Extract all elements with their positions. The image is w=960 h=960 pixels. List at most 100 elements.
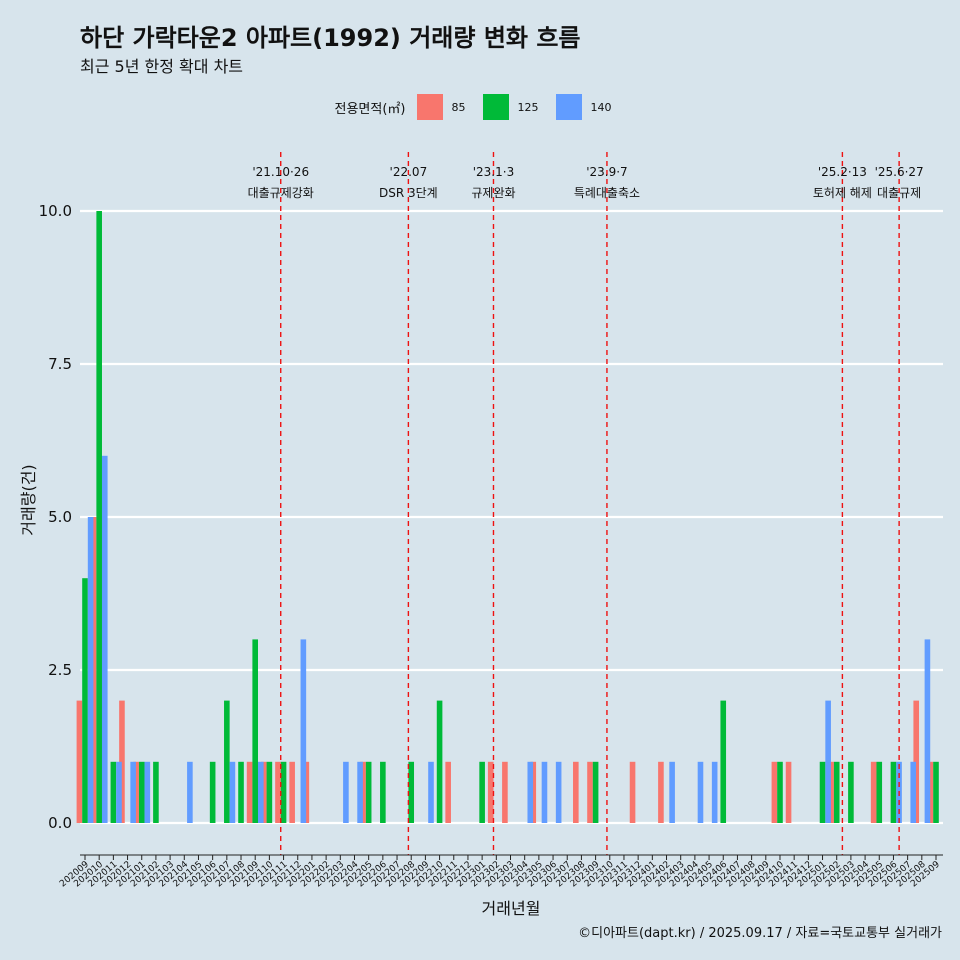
bar <box>436 700 443 823</box>
bar <box>365 761 372 823</box>
event-date: '25.2·13 <box>818 165 867 179</box>
bar <box>697 761 704 823</box>
legend-label-85: 85 <box>451 100 466 114</box>
bar <box>209 761 216 823</box>
event-label: 대출규제 <box>877 186 921 200</box>
bar <box>876 761 883 823</box>
event-date: '22.07 <box>390 165 428 179</box>
bar <box>275 761 281 823</box>
legend: 전용면적(㎡) 85 125 140 <box>0 93 960 121</box>
legend-label-140: 140 <box>590 100 612 114</box>
bar <box>96 211 102 823</box>
bar <box>116 761 122 823</box>
bar <box>224 700 230 823</box>
y-axis-title: 거래량(건) <box>19 464 38 535</box>
bar <box>187 761 193 823</box>
bar <box>90 517 97 823</box>
event-label: 특례대출축소 <box>574 186 640 200</box>
bar <box>592 761 599 823</box>
bar <box>828 761 834 823</box>
event-label: 대출규제강화 <box>248 186 314 200</box>
bar <box>133 761 139 823</box>
bar <box>927 761 934 823</box>
bar <box>479 761 485 823</box>
event-date: '25.6·27 <box>875 165 924 179</box>
bar <box>87 517 94 823</box>
bar <box>777 761 783 823</box>
y-tick-label: 10.0 <box>39 202 72 220</box>
bar <box>445 761 451 823</box>
bar <box>870 761 877 823</box>
bar <box>890 761 897 823</box>
bar <box>530 761 537 823</box>
bar <box>260 761 267 823</box>
bar <box>280 761 287 823</box>
bar <box>144 761 151 823</box>
chart-title: 하단 가락타운2 아파트(1992) 거래량 변화 흐름 <box>80 24 581 52</box>
bar <box>913 700 920 823</box>
bar <box>130 761 136 823</box>
bar <box>629 761 636 823</box>
bar <box>933 761 939 823</box>
bar <box>924 639 931 823</box>
y-tick-label: 5.0 <box>48 508 72 526</box>
bar <box>487 761 494 823</box>
bar <box>555 761 562 823</box>
bar <box>711 761 718 823</box>
bar <box>82 578 88 823</box>
bar <box>527 761 534 823</box>
event-date: '23.9·7 <box>586 165 627 179</box>
bar <box>541 761 548 823</box>
bar <box>910 761 917 823</box>
bar <box>587 761 593 823</box>
bar <box>669 761 675 823</box>
bar <box>289 761 295 823</box>
bar <box>848 761 854 823</box>
event-label: DSR 3단계 <box>379 186 438 200</box>
legend-title: 전용면적(㎡) <box>334 101 406 117</box>
legend-key-140 <box>556 94 583 120</box>
x-axis-title: 거래년월 <box>482 899 541 918</box>
bar <box>825 700 831 823</box>
bar <box>408 761 415 823</box>
bar <box>720 700 727 823</box>
chart-subtitle: 최근 5년 한정 확대 차트 <box>80 57 244 76</box>
legend-key-85 <box>417 94 444 120</box>
bar <box>357 761 363 823</box>
bar <box>110 761 117 823</box>
bar <box>380 761 386 823</box>
bar <box>502 761 508 823</box>
legend-key-125 <box>483 94 510 120</box>
bar <box>138 761 145 823</box>
bar <box>833 761 840 823</box>
bar <box>658 761 664 823</box>
bar <box>300 639 307 823</box>
bar <box>246 761 253 823</box>
bar <box>258 761 264 823</box>
bar <box>153 761 159 823</box>
y-tick-label: 7.5 <box>48 355 72 373</box>
bar <box>573 761 579 823</box>
bar <box>229 761 236 823</box>
bar <box>303 761 310 823</box>
bar <box>238 761 244 823</box>
bar <box>76 700 83 823</box>
event-label: 토허제 해제 <box>813 186 872 200</box>
bar <box>343 761 349 823</box>
bar <box>360 761 366 823</box>
legend-label-125: 125 <box>517 100 539 114</box>
bar <box>819 761 826 823</box>
bar <box>252 639 258 823</box>
source-caption: ©디아파트(dapt.kr) / 2025.09.17 / 자료=국토교통부 실… <box>578 926 942 941</box>
event-label: 규제완화 <box>471 186 515 200</box>
event-date: '23.1·3 <box>473 165 514 179</box>
y-tick-label: 0.0 <box>48 814 72 832</box>
bar <box>771 761 778 823</box>
bar <box>119 700 125 823</box>
bar <box>785 761 792 823</box>
event-date: '21.10·26 <box>252 165 309 179</box>
bar <box>428 761 434 823</box>
bar <box>101 455 108 823</box>
y-tick-label: 2.5 <box>48 661 72 679</box>
